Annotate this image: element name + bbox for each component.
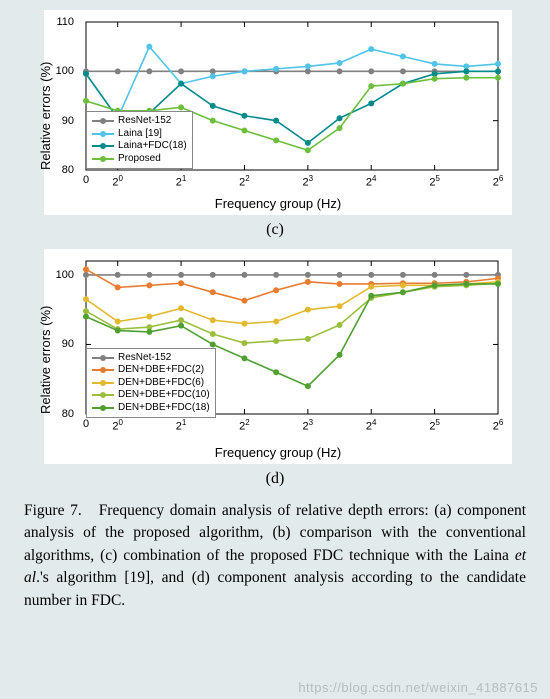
- chart-d-ylabel: Relative errors (%): [38, 306, 53, 414]
- chart-c-xlabel: Frequency group (Hz): [44, 196, 512, 211]
- chart-d-legend: ResNet-152DEN+DBE+FDC(2)DEN+DBE+FDC(6)DE…: [86, 348, 216, 419]
- chart-c-sublabel: (c): [16, 221, 534, 239]
- legend-item: ResNet-152: [92, 115, 187, 128]
- legend-item: Proposed: [92, 153, 187, 166]
- caption-label: Figure 7.: [24, 502, 82, 519]
- chart-c-legend: ResNet-152Laina [19]Laina+FDC(18)Propose…: [86, 111, 193, 169]
- legend-item: DEN+DBE+FDC(18): [92, 402, 210, 415]
- legend-item: Laina [19]: [92, 128, 187, 141]
- legend-item: DEN+DBE+FDC(2): [92, 364, 210, 377]
- legend-item: DEN+DBE+FDC(6): [92, 377, 210, 390]
- caption-text: Frequency domain analysis of relative de…: [24, 502, 526, 609]
- legend-item: Laina+FDC(18): [92, 140, 187, 153]
- chart-d-xlabel: Frequency group (Hz): [44, 445, 512, 460]
- figure-panel: Relative errors (%) 8090100110 020212223…: [0, 0, 550, 699]
- legend-item: DEN+DBE+FDC(10): [92, 389, 210, 402]
- legend-item: ResNet-152: [92, 352, 210, 365]
- chart-c-box: Relative errors (%) 8090100110 020212223…: [44, 10, 512, 215]
- chart-d-box: Relative errors (%) 8090100 020212223242…: [44, 249, 512, 464]
- watermark: https://blog.csdn.net/weixin_41887615: [298, 680, 538, 695]
- chart-d-sublabel: (d): [16, 470, 534, 488]
- figure-caption: Figure 7. Frequency domain analysis of r…: [24, 500, 526, 612]
